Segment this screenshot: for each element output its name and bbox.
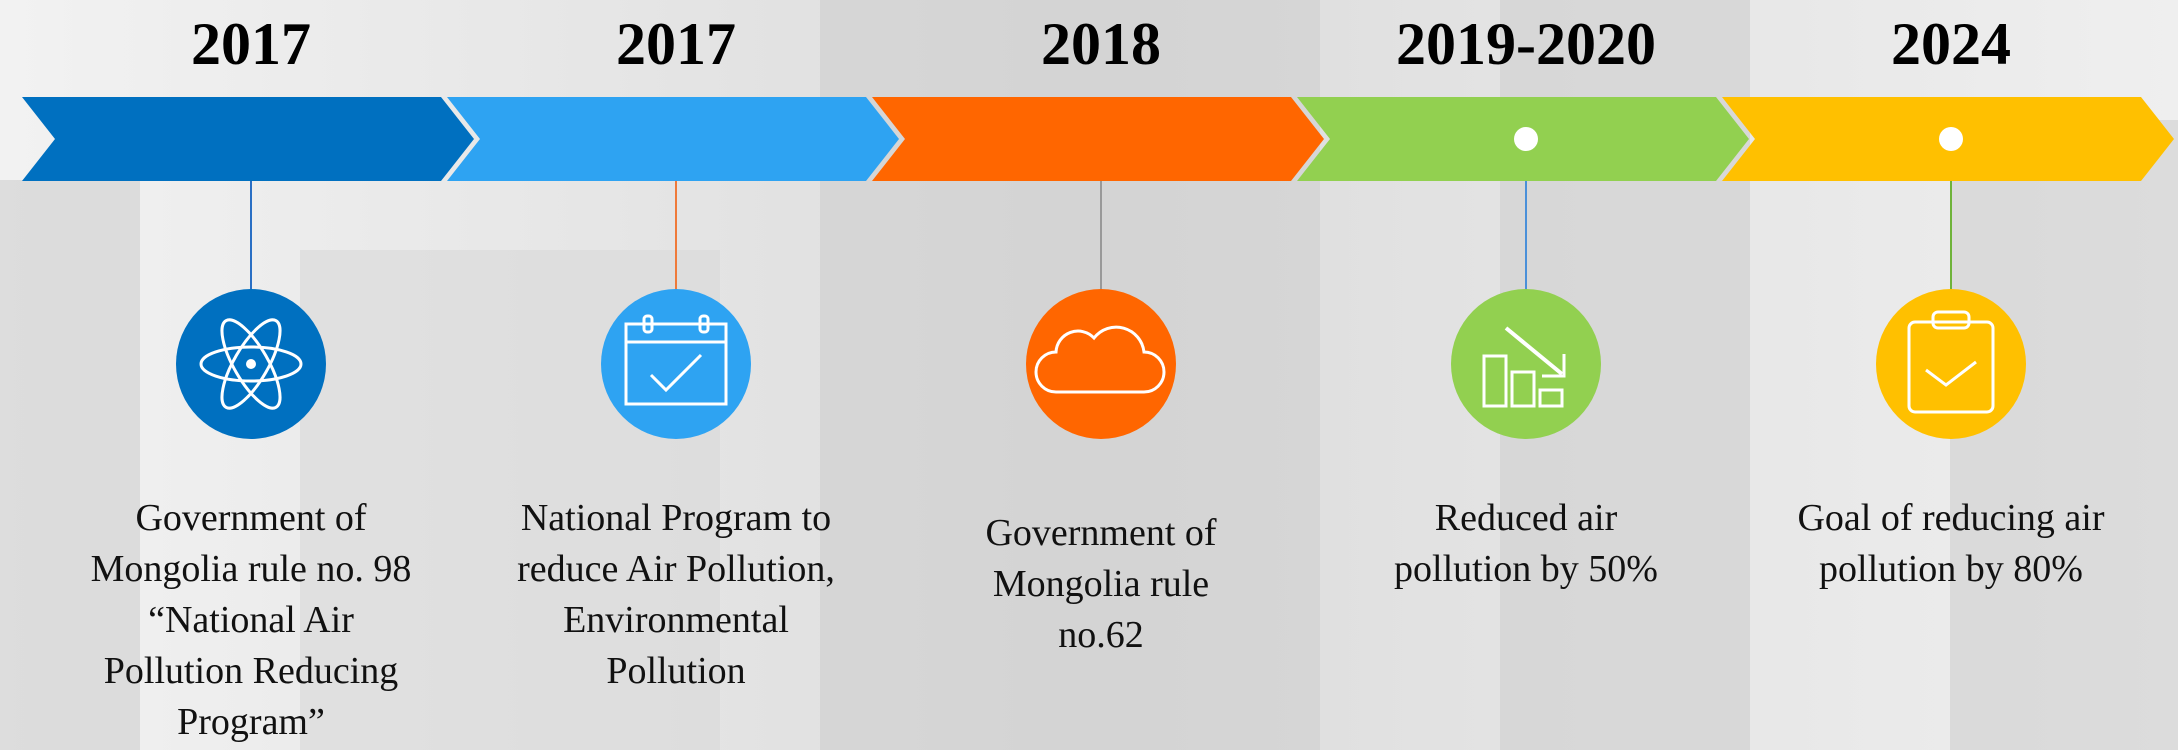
icon-part xyxy=(1504,326,1564,376)
description-line: pollution by 80% xyxy=(1819,548,2083,590)
description-line: Mongolia rule no. 98 xyxy=(91,548,412,590)
year-label: 2017 xyxy=(616,11,736,77)
description-line: reduce Air Pollution, xyxy=(517,548,835,590)
icon-part xyxy=(642,314,654,334)
year-label: 2024 xyxy=(1891,11,2011,77)
year-label: 2017 xyxy=(191,11,311,77)
timeline-arrow xyxy=(22,97,474,181)
description-line: Reduced air xyxy=(1435,497,1618,539)
icon-part xyxy=(1925,360,1977,387)
description-line: Government of xyxy=(985,512,1216,554)
description-line: Goal of reducing air xyxy=(1797,497,2104,539)
icon xyxy=(199,318,303,410)
description-line: National Program to xyxy=(521,497,831,539)
timeline-arrow xyxy=(447,97,899,181)
icon-circle xyxy=(1876,289,2026,439)
description-line: Government of xyxy=(135,497,366,539)
icon-part xyxy=(1542,354,1566,378)
icon-circle xyxy=(1026,289,1176,439)
icon-part xyxy=(649,353,703,393)
description-line: Environmental xyxy=(563,599,789,641)
year-label: 2018 xyxy=(1041,11,1161,77)
timeline-arrow xyxy=(872,97,1324,181)
icon-part xyxy=(698,314,710,334)
icon-part xyxy=(1034,325,1166,394)
icon-part xyxy=(199,345,303,383)
icon-part xyxy=(220,318,282,410)
description-line: Mongolia rule xyxy=(993,563,1209,605)
icon-part xyxy=(1510,370,1536,408)
icon-circle xyxy=(601,289,751,439)
description-line: Pollution xyxy=(606,650,745,692)
timeline-dot xyxy=(1939,127,1963,151)
icon xyxy=(1907,310,1995,414)
icon-part xyxy=(1538,388,1564,408)
icon-part xyxy=(624,322,728,406)
year-label: 2019-2020 xyxy=(1396,11,1656,77)
description-line: Program” xyxy=(177,701,325,743)
icon-part xyxy=(246,359,256,369)
description-line: no.62 xyxy=(1058,614,1144,656)
icon-part xyxy=(220,318,282,410)
icon xyxy=(624,314,728,406)
description-line: pollution by 50% xyxy=(1394,548,1658,590)
icon xyxy=(1482,326,1566,408)
icon-circle xyxy=(1451,289,1601,439)
timeline-dot xyxy=(1514,127,1538,151)
icon xyxy=(1034,325,1166,394)
description-line: Pollution Reducing xyxy=(104,650,399,692)
description-line: “National Air xyxy=(148,599,354,641)
icon-part xyxy=(1931,310,1971,330)
icon-part xyxy=(1482,354,1508,408)
icon-part xyxy=(1907,320,1995,414)
